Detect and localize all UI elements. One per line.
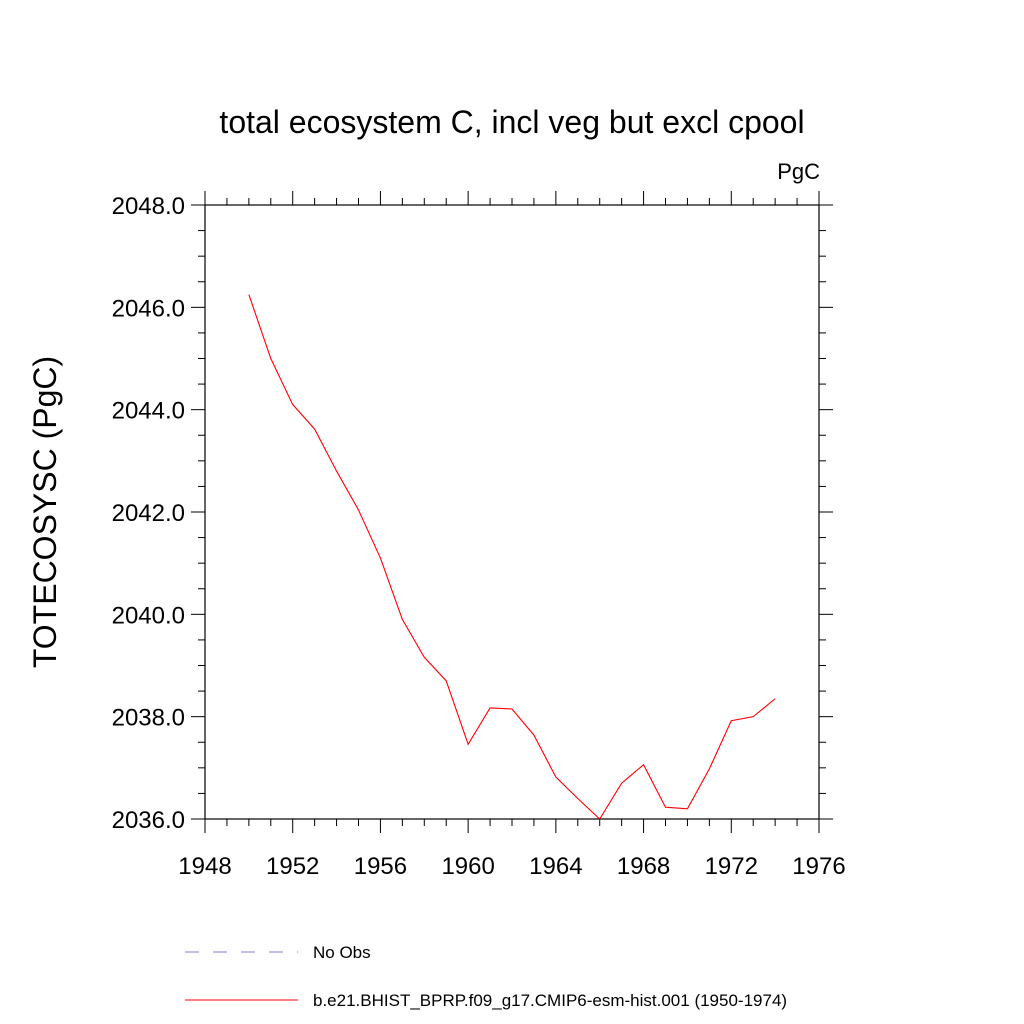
x-tick-label: 1964 (529, 853, 582, 880)
x-tick-label: 1972 (705, 853, 758, 880)
legend-label-no-obs: No Obs (313, 943, 371, 962)
x-tick-label: 1952 (266, 853, 319, 880)
y-tick-label: 2036.0 (112, 807, 185, 834)
legend: No Obs b.e21.BHIST_BPRP.f09_g17.CMIP6-es… (185, 943, 787, 1010)
chart-title: total ecosystem C, incl veg but excl cpo… (219, 104, 804, 140)
plot-frame (204, 204, 820, 820)
y-tick-label: 2048.0 (112, 193, 185, 220)
x-tick-label: 1960 (441, 853, 494, 880)
legend-label-model: b.e21.BHIST_BPRP.f09_g17.CMIP6-esm-hist.… (313, 991, 787, 1010)
x-tick-label: 1956 (354, 853, 407, 880)
x-tick-label: 1976 (792, 853, 845, 880)
y-axis-label: TOTECOSYSC (PgC) (27, 356, 63, 668)
series-line-0 (248, 294, 776, 820)
y-tick-label: 2044.0 (112, 398, 185, 425)
y-tick-label: 2042.0 (112, 500, 185, 527)
y-tick-label: 2038.0 (112, 705, 185, 732)
x-tick-label: 1968 (617, 853, 670, 880)
x-ticks: 1948 1952 1956 1960 1964 1968 1972 1976 (178, 191, 846, 880)
x-tick-label: 1948 (178, 853, 231, 880)
units-label: PgC (777, 159, 820, 184)
y-ticks: 2036.0 2038.0 2040.0 2042.0 2044.0 2046.0 2048… (112, 193, 833, 834)
series-layer (248, 294, 776, 820)
y-tick-label: 2040.0 (112, 602, 185, 629)
y-tick-label: 2046.0 (112, 295, 185, 322)
